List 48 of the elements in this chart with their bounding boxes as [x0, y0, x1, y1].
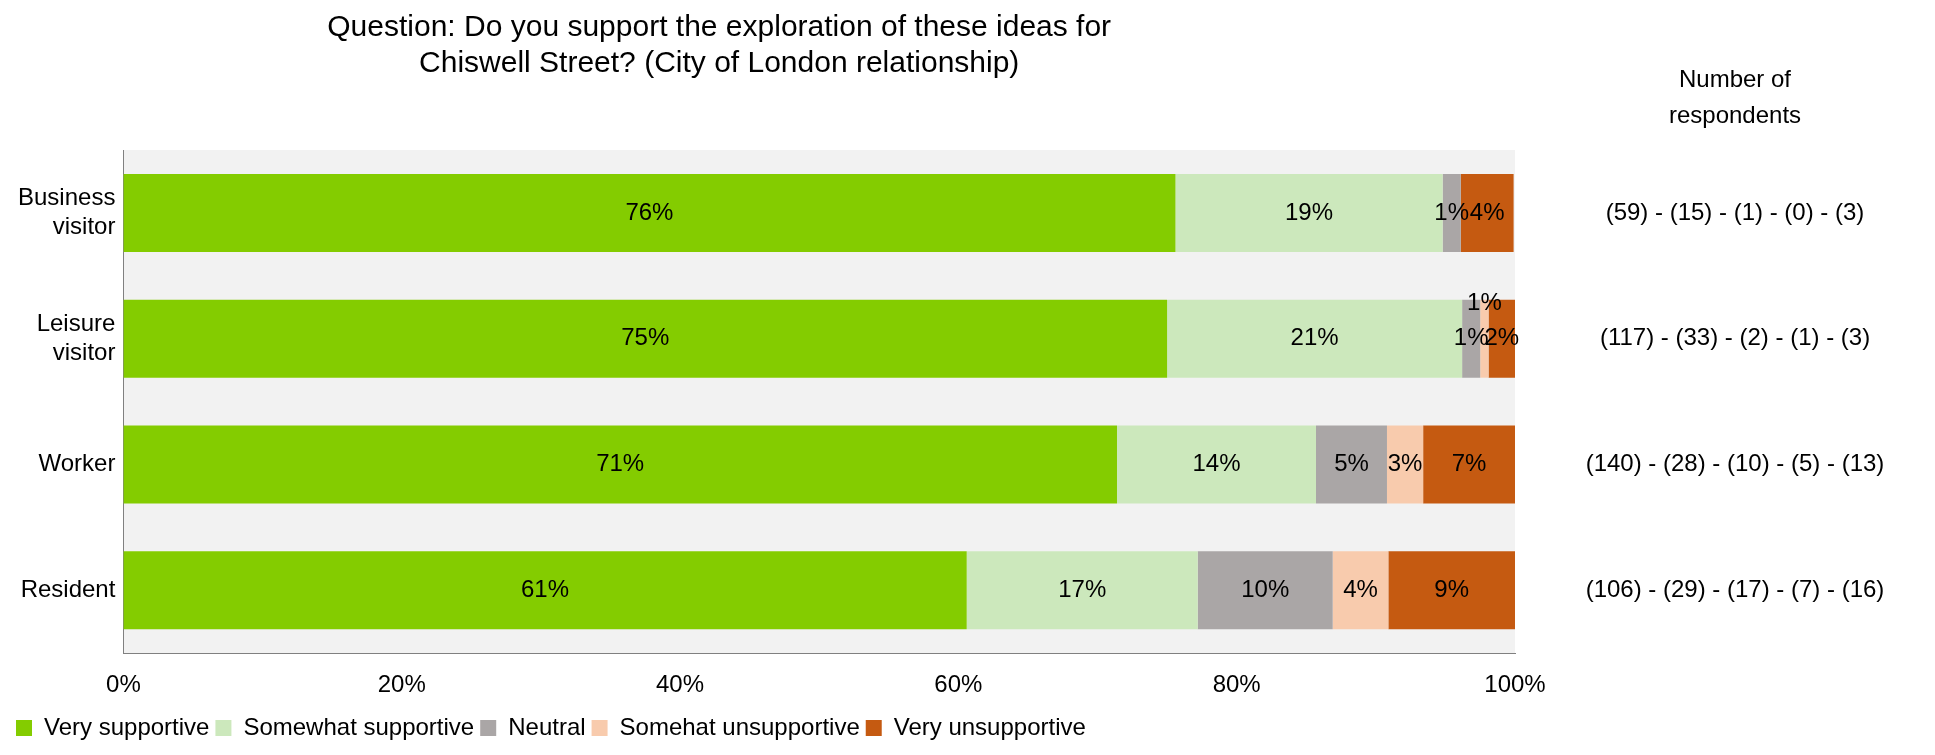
bar	[123, 425, 1117, 504]
data-label: 5%	[1334, 449, 1369, 477]
x-tick-label: 20%	[377, 670, 426, 698]
bar	[1423, 425, 1515, 504]
legend-label: Neutral	[508, 712, 586, 740]
data-label: 76%	[625, 197, 674, 225]
data-label: 21%	[1290, 323, 1339, 351]
data-label: 14%	[1192, 449, 1241, 477]
data-label: 75%	[621, 323, 670, 351]
data-label: 7%	[1451, 449, 1487, 477]
bar	[1316, 425, 1387, 504]
bar	[1388, 551, 1515, 630]
data-label: 61%	[521, 574, 570, 602]
data-label: 17%	[1058, 574, 1107, 602]
text: (117) - (33) - (2) - (1) - (3)	[1599, 323, 1871, 351]
chart-title: Question: Do you support the exploration of these ideas for Chiswell Street? (City of London relationship)	[327, 9, 1112, 79]
data-label: 9%	[1434, 574, 1470, 602]
legend-label: Very supportive	[44, 712, 210, 740]
bar	[966, 551, 1198, 630]
data-label: 71%	[596, 449, 645, 477]
bar	[123, 299, 1168, 378]
legend-label: Very unsupportive	[893, 712, 1086, 740]
legend-label: Somehat unsupportive	[619, 712, 860, 740]
data-label: 3%	[1387, 449, 1423, 477]
bar	[1332, 551, 1389, 630]
y-tick-label: Business visitor	[17, 183, 116, 239]
bar	[1117, 425, 1316, 504]
data-label: 1%	[1467, 288, 1502, 316]
x-tick-label: 60%	[934, 670, 983, 698]
text: (59) - (15) - (1) - (0) - (3)	[1605, 197, 1865, 225]
x-tick-label: 100%	[1484, 670, 1546, 698]
data-label: 4%	[1343, 574, 1378, 602]
legend-label: Somewhat supportive	[243, 712, 475, 740]
data-label: 4%	[1469, 197, 1505, 225]
x-tick-label: 40%	[656, 670, 705, 698]
bar	[1197, 551, 1333, 630]
bar	[123, 551, 967, 630]
y-tick-label: Leisure visitor	[36, 308, 116, 365]
text: (106) - (29) - (17) - (7) - (16)	[1585, 574, 1885, 602]
text: (140) - (28) - (10) - (5) - (13)	[1585, 449, 1885, 477]
y-tick-label: Worker	[38, 449, 116, 477]
data-label: 10%	[1241, 574, 1290, 602]
bar	[123, 173, 1176, 252]
data-label: 19%	[1285, 197, 1334, 225]
text: Number of respondents	[1668, 64, 1802, 128]
y-tick-label: Resident	[20, 574, 116, 602]
x-tick-label: 0%	[106, 670, 141, 698]
x-tick-label: 80%	[1212, 670, 1261, 698]
